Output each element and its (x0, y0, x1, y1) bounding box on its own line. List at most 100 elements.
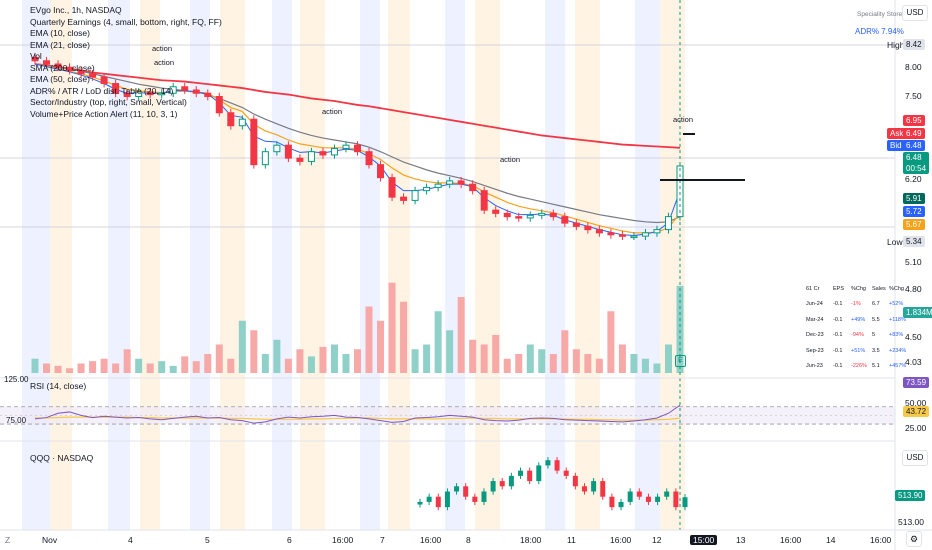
legend-vol-alert[interactable]: Volume+Price Action Alert (11, 10, 3, 1) (30, 108, 178, 119)
table-header-cell: Sales (872, 285, 886, 292)
volume-bar (538, 349, 546, 373)
rsi-title[interactable]: RSI (14, close) (30, 381, 87, 391)
session-band (445, 0, 465, 530)
volume-bar (492, 335, 500, 373)
time-tick-label: Nov (42, 535, 58, 545)
legend-ema10[interactable]: EMA (10, close) (30, 28, 90, 38)
candle-body (388, 177, 396, 198)
session-band (360, 0, 380, 530)
candle-body (146, 91, 154, 96)
legend-ema21[interactable]: EMA (21, close) (30, 39, 90, 50)
volume-bar (653, 363, 661, 373)
high-value: 8.42 (903, 39, 925, 50)
candle-body (261, 151, 269, 166)
price-tick-4: 5.10 (905, 257, 922, 267)
qqq-candle-body (481, 491, 487, 502)
candle-body (664, 216, 672, 231)
table-header-cell: 61 Cr (806, 285, 820, 292)
price-tick-1: 8.00 (905, 62, 922, 72)
time-tick-label: 18:00 (520, 535, 542, 545)
legend-adr-table[interactable]: ADR% / ATR / LoD dist. Table (20, 14) (30, 85, 174, 96)
price-tick-3: 6.20 (905, 174, 922, 184)
rsi-pane (0, 404, 895, 425)
candle-body (549, 212, 557, 218)
volume-bar (123, 349, 131, 373)
session-band (220, 0, 245, 530)
candle-body (89, 73, 97, 78)
qqq-candle-body (682, 497, 688, 508)
candle-body (158, 92, 166, 96)
candle-body (77, 70, 85, 75)
volume-bar (250, 330, 258, 373)
volume-bar (549, 354, 557, 373)
ask-label: Ask (887, 128, 907, 139)
volume-bar (469, 339, 477, 373)
qqq-candle-body (600, 481, 606, 497)
qqq-candle-body (645, 496, 651, 502)
timezone-icon[interactable]: Z (5, 535, 11, 545)
action-annotation-2: action (322, 107, 343, 116)
session-band (50, 0, 72, 530)
session-band (388, 0, 410, 530)
earnings-table: 61 Cr EPS %Chg Sales %Chg Jun-24 -0.1 -1… (806, 281, 909, 374)
legend-sma200[interactable]: SMA (200, close) (30, 62, 95, 73)
table-cell: -0.1 (833, 347, 843, 354)
candle-body (342, 144, 350, 149)
settings-gear-icon[interactable]: ⚙ (906, 531, 922, 547)
candle-body (227, 112, 235, 127)
last-price-box: 6.48 00:54 (903, 152, 930, 174)
session-band (660, 0, 685, 530)
legend-vol[interactable]: Vol (30, 51, 42, 61)
volume-bars (31, 282, 684, 373)
session-band (190, 0, 210, 530)
volume-bar (515, 354, 523, 373)
qqq-candle-body (518, 470, 524, 476)
table-cell: 5 (872, 332, 876, 339)
candle-body (480, 190, 488, 211)
table-cell: +51% (851, 347, 866, 354)
qqq-title[interactable]: QQQ · NASDAQ (30, 453, 94, 463)
price-candles (31, 53, 684, 240)
volume-bar (181, 356, 189, 373)
adr-label: ADR% 7.94% (855, 27, 904, 36)
legend-earnings[interactable]: Quarterly Earnings (4, small, bottom, ri… (30, 16, 222, 27)
session-band (475, 0, 500, 530)
candle-body (66, 66, 74, 72)
session-band (272, 0, 292, 530)
qqq-currency-button[interactable]: USD (902, 450, 928, 466)
candle-body (307, 151, 315, 162)
low-value: 5.34 (903, 236, 925, 247)
price-tick-6: 4.50 (905, 332, 922, 342)
table-cell: -0.1 (833, 332, 843, 339)
symbol-title[interactable]: EVgo Inc., 1h, NASDAQ (30, 5, 122, 15)
price-tick-2: 7.50 (905, 91, 922, 101)
volume-bar (446, 330, 454, 373)
table-cell: -94% (851, 332, 864, 339)
legend-ema50[interactable]: EMA (50, close) (30, 74, 90, 84)
qqq-candle-body (609, 496, 615, 508)
volume-bar (31, 358, 39, 373)
rsi-tick-2: 25.00 (905, 423, 927, 433)
table-cell: +234% (889, 347, 907, 354)
table-cell: 3.5 (872, 347, 880, 354)
volume-bar (284, 358, 292, 373)
action-annotation-4: action (673, 115, 694, 124)
table-cell: -0.1 (833, 316, 843, 323)
sector-label: Speciality Stores (857, 11, 906, 18)
earnings-marker[interactable]: E (675, 355, 686, 367)
currency-button[interactable]: USD (902, 5, 928, 21)
table-header-cell: %Chg (889, 285, 904, 292)
candle-body (31, 57, 39, 62)
legend-sector[interactable]: Sector/Industry (top, right, Small, Vert… (30, 97, 187, 107)
table-row: Mar-24 -0.1 +49% 5.5 +118% (806, 312, 909, 328)
rsi-left-top: 125.00 (4, 375, 29, 384)
candle-body (469, 183, 477, 192)
qqq-candle-body (527, 470, 533, 482)
qqq-candle-body (554, 460, 560, 471)
volume-bar (296, 349, 304, 373)
table-cell: -1% (851, 301, 861, 308)
time-tick-label: 14 (826, 535, 836, 545)
table-cell: -0.1 (833, 301, 843, 308)
candle-body (630, 235, 638, 239)
